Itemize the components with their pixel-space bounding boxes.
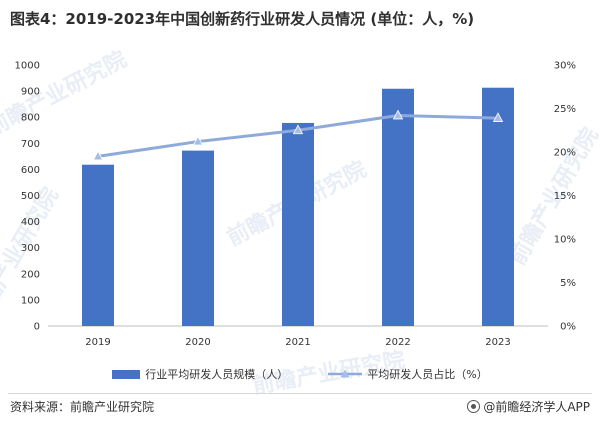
x-tick-label: 2020 <box>185 337 210 348</box>
line-point <box>392 109 404 120</box>
bar <box>482 87 514 326</box>
line-point <box>92 150 104 161</box>
x-tick-label: 2023 <box>485 337 510 348</box>
legend-item-bar: 行业平均研发人员规模（人） <box>112 366 288 382</box>
credit-text: @前瞻经济学人APP <box>483 400 590 414</box>
x-tick-label: 2022 <box>385 337 410 348</box>
legend: 行业平均研发人员规模（人） 平均研发人员占比（%） <box>0 366 600 382</box>
bar-series <box>82 87 514 326</box>
bar <box>382 88 414 326</box>
y-right-tick-label: 0% <box>560 322 576 333</box>
y-left-tick-label: 200 <box>21 269 40 280</box>
x-tick-label: 2019 <box>85 337 110 348</box>
line-series <box>92 109 504 161</box>
y-left-tick-label: 300 <box>21 243 40 254</box>
y-right-tick-label: 5% <box>560 278 576 289</box>
legend-bar-label: 行业平均研发人员规模（人） <box>145 368 289 381</box>
credit-label: @前瞻经济学人APP <box>467 398 590 415</box>
source-note: 资料来源：前瞻产业研究院 <box>10 400 155 414</box>
y-right-tick-label: 10% <box>554 235 576 246</box>
y-left-tick-label: 100 <box>21 295 40 306</box>
y-left-tick-label: 1000 <box>15 61 40 72</box>
line-point <box>492 112 504 122</box>
y-left-tick-label: 400 <box>21 217 40 228</box>
brand-icon <box>467 400 481 413</box>
y-left-tick-label: 600 <box>21 165 40 176</box>
y-right-tick-label: 20% <box>554 148 576 159</box>
footer-divider <box>8 393 592 394</box>
legend-line-label: 平均研发人员占比（%） <box>367 368 488 381</box>
y-right-tick-label: 15% <box>554 191 576 202</box>
watermark-text: 前瞻产业研究院 <box>0 183 64 329</box>
y-left-tick-label: 800 <box>21 113 40 124</box>
y-right-tick-label: 25% <box>554 104 576 115</box>
y-left-tick-label: 700 <box>21 139 40 150</box>
y-right-tick-label: 30% <box>554 61 576 72</box>
x-tick-label: 2021 <box>285 337 310 348</box>
legend-item-line: 平均研发人员占比（%） <box>328 366 488 382</box>
legend-bar-swatch <box>112 369 141 379</box>
y-left-tick-label: 500 <box>21 191 40 202</box>
watermark-text: 前瞻产业研究院 <box>504 123 600 269</box>
chart-title: 图表4：2019-2023年中国创新药行业研发人员情况 (单位：人，%) <box>10 10 475 28</box>
y-left-tick-label: 0 <box>34 322 40 333</box>
bar <box>182 150 214 326</box>
y-left-tick-label: 900 <box>21 87 40 98</box>
line-point <box>192 135 204 146</box>
bar <box>82 164 114 326</box>
axes: 0 100 200 300 400 500 600 700 800 900 1000 0% 5% 10% 1… <box>15 61 576 349</box>
legend-line-swatch <box>328 369 363 378</box>
bar <box>282 122 314 326</box>
line-point <box>292 124 304 135</box>
